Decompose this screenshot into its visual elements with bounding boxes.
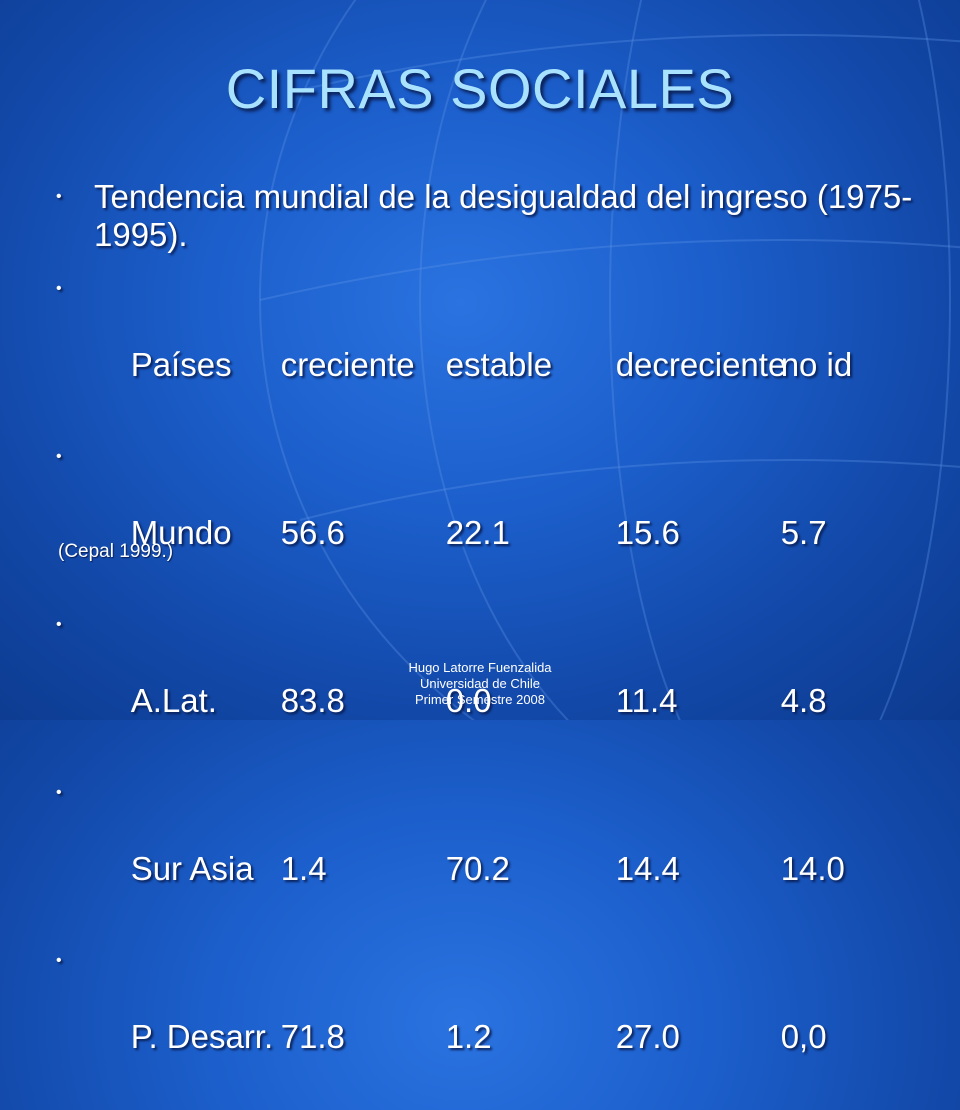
row-label: P. Desarr. — [130, 1018, 274, 1055]
globe-background — [259, 0, 960, 720]
table-row: • Mundo 56.6 22.1 15.6 5.7 — [56, 438, 936, 590]
footer-author: Hugo Latorre Fuenzalida — [408, 660, 552, 675]
table-cell: 27.0 — [615, 1018, 680, 1055]
table-row: • A.Lat. 83.8 0.0 11.4 4.8 — [56, 606, 936, 758]
table-cell: 14.4 — [615, 850, 680, 887]
header-cell: creciente — [280, 346, 415, 383]
bullet-intro: • Tendencia mundial de la desigualdad de… — [56, 178, 936, 254]
row-label: Mundo — [130, 514, 232, 551]
table-cell: 11.4 — [615, 682, 678, 719]
table-row: • P. Desarr. 71.8 1.2 27.0 0,0 — [56, 942, 936, 1094]
table-cell: 15.6 — [615, 514, 680, 551]
table-cell: 71.8 — [280, 1018, 345, 1055]
table-cell: 56.6 — [280, 514, 345, 551]
footer-semester: Primer Semestre 2008 — [414, 692, 546, 707]
bullet-list: • Tendencia mundial de la desigualdad de… — [56, 178, 936, 1110]
table-row: • Sur Asia 1.4 70.2 14.4 14.0 — [56, 774, 936, 926]
header-cell: Países — [130, 346, 232, 383]
header-cell: estable — [445, 346, 553, 383]
table-cell: 83.8 — [280, 682, 345, 719]
table-cell: 22.1 — [445, 514, 510, 551]
table-cell: 0.0 — [445, 682, 492, 719]
source-citation: (Cepal 1999.) — [58, 541, 174, 562]
bullet-dot-icon: • — [56, 616, 62, 633]
row-label: Sur Asia — [130, 850, 254, 887]
table-cell: 14.0 — [780, 850, 845, 887]
header-cell: no id — [780, 346, 853, 383]
table-cell: 4.8 — [780, 682, 827, 719]
table-cell: 70.2 — [445, 850, 510, 887]
table-cell: 1.4 — [280, 850, 327, 887]
bullet-dot-icon: • — [56, 448, 62, 465]
slide-title: CIFRAS SOCIALES — [225, 57, 735, 120]
header-cell: decreciente — [615, 346, 787, 383]
bullet-dot-icon: • — [56, 280, 62, 297]
table-cell: 0,0 — [780, 1018, 827, 1055]
intro-text: Tendencia mundial de la desigualdad del … — [94, 178, 913, 253]
table-cell: 1.2 — [445, 1018, 492, 1055]
footer: Hugo Latorre Fuenzalida Universidad de C… — [0, 660, 960, 708]
bullet-dot-icon: • — [56, 188, 62, 205]
row-label: A.Lat. — [130, 682, 217, 719]
footer-university: Universidad de Chile — [420, 676, 540, 691]
bullet-dot-icon: • — [56, 784, 62, 801]
table-header-row: • Países creciente estable decrecienteno id — [56, 270, 936, 422]
bullet-dot-icon: • — [56, 952, 62, 969]
table-cell: 5.7 — [780, 514, 827, 551]
